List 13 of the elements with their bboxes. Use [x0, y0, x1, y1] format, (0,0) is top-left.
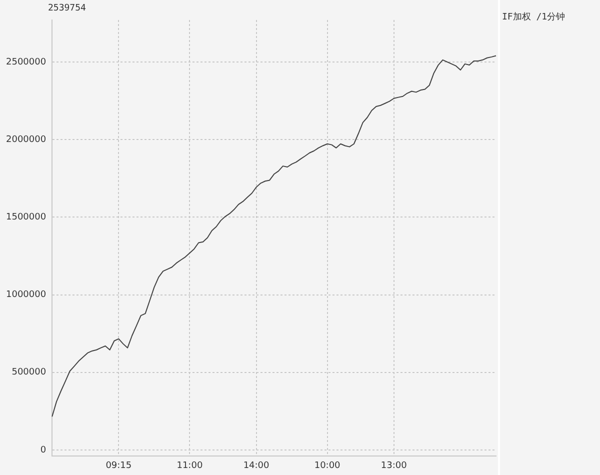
- text: IF加权 /1分钟: [502, 11, 566, 22]
- y-tick-label: 1000000: [6, 290, 46, 300]
- x-tick-label: 11:00: [176, 460, 203, 471]
- y-tick-label: 2000000: [6, 134, 46, 145]
- x-tick-label: 10:00: [314, 460, 341, 471]
- y-tick-label: 0: [40, 445, 46, 456]
- y-tick-label: 1500000: [6, 212, 46, 222]
- x-tick-label: 09:15: [106, 460, 132, 471]
- y-tick-label: 2500000: [6, 57, 46, 68]
- text: 2539754: [48, 3, 86, 14]
- x-tick-label: 14:00: [243, 460, 270, 471]
- y-tick-label: 500000: [12, 368, 46, 378]
- x-tick-label: 13:00: [380, 460, 408, 471]
